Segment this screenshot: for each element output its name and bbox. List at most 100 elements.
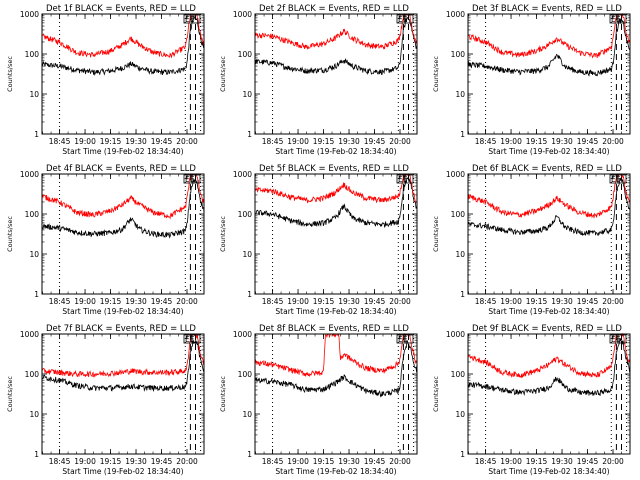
series-events-black [41,178,205,239]
series-lld-red [467,332,631,379]
panel-title: Det 2f BLACK = Events, RED = LLD [259,4,409,14]
panel-title: Det 3f BLACK = Events, RED = LLD [472,4,622,14]
x-axis-label: Start Time (19-Feb-02 18:34:40) [488,467,609,476]
x-tick-label: 19:30 [125,137,147,146]
x-tick-label: 18:45 [262,457,284,466]
series-events-black [41,339,205,393]
y-axis-label: Counts/sec [219,376,227,412]
annotation-label: EE [398,175,408,184]
x-tick-label: 19:30 [338,457,360,466]
x-tick-label: 19:30 [551,457,573,466]
x-tick-label: 20:00 [602,297,624,306]
annotation-box [404,174,414,184]
y-tick-label: 10 [29,90,39,99]
x-tick-label: 19:15 [313,457,335,466]
x-tick-label: 19:15 [100,137,122,146]
x-tick-label: 18:45 [262,297,284,306]
y-tick-label: 10 [455,90,465,99]
plot-frame [41,13,205,135]
plot-frame [41,173,205,295]
x-tick-label: 18:45 [475,457,497,466]
x-tick-label: 19:45 [577,137,599,146]
y-tick-label: 1 [460,290,465,299]
y-tick-label: 10 [29,250,39,259]
y-tick-label: 10 [242,250,252,259]
series-lld-red [41,173,205,220]
x-axis-label: Start Time (19-Feb-02 18:34:40) [488,147,609,156]
x-tick-label: 18:45 [49,297,71,306]
annotation-label: EE [398,335,408,344]
y-tick-label: 100 [238,370,253,379]
series-lld-red [254,173,418,204]
plot-frame [467,13,631,135]
x-tick-label: 19:15 [526,297,548,306]
x-tick-label: 19:45 [364,137,386,146]
series-events-black [41,15,205,76]
annotation-box [404,14,414,24]
x-tick-label: 19:00 [74,297,96,306]
x-tick-label: 19:00 [287,457,309,466]
x-axis-label: Start Time (19-Feb-02 18:34:40) [275,307,396,316]
y-tick-label: 100 [238,50,253,59]
y-axis-label: Counts/sec [432,56,440,92]
series-events-black [254,17,418,76]
x-tick-label: 18:45 [475,137,497,146]
panel-title: Det 6f BLACK = Events, RED = LLD [472,164,622,174]
y-tick-label: 100 [451,370,466,379]
y-tick-label: 100 [25,50,40,59]
y-tick-label: 100 [451,210,466,219]
x-tick-label: 19:30 [125,457,147,466]
y-axis-label: Counts/sec [432,216,440,252]
x-tick-label: 18:45 [49,137,71,146]
y-tick-label: 100 [25,210,40,219]
x-tick-label: 20:00 [176,297,198,306]
y-tick-label: 100 [451,50,466,59]
y-tick-label: 1 [247,130,252,139]
x-tick-label: 20:00 [176,457,198,466]
y-tick-label: 1 [34,290,39,299]
x-tick-label: 19:15 [100,457,122,466]
x-tick-label: 20:00 [602,137,624,146]
annotation-label: EE [398,15,408,24]
y-tick-label: 1 [247,450,252,459]
y-tick-label: 1000 [20,10,39,19]
y-tick-label: 100 [238,210,253,219]
x-tick-label: 19:15 [100,297,122,306]
x-tick-label: 18:45 [262,137,284,146]
x-tick-label: 19:45 [364,297,386,306]
plot-frame [254,173,418,295]
y-tick-label: 10 [29,410,39,419]
y-tick-label: 1000 [20,170,39,179]
x-tick-label: 19:15 [313,137,335,146]
x-tick-label: 19:30 [338,137,360,146]
y-tick-label: 1000 [446,170,465,179]
annotation-box [617,334,627,344]
y-axis-label: Counts/sec [6,216,14,252]
y-tick-label: 1000 [233,10,252,19]
panel-9: Det 9f BLACK = Events, RED = LLD Counts/s… [432,324,631,476]
x-tick-label: 19:15 [526,457,548,466]
x-tick-label: 19:45 [577,457,599,466]
y-tick-label: 1 [247,290,252,299]
panel-title: Det 7f BLACK = Events, RED = LLD [46,324,196,334]
x-tick-label: 20:00 [389,297,411,306]
annotation-label: EE [185,15,195,24]
x-axis-label: Start Time (19-Feb-02 18:34:40) [275,467,396,476]
series-lld-red [467,173,631,219]
series-events-black [467,17,631,77]
x-axis-label: Start Time (19-Feb-02 18:34:40) [62,467,183,476]
x-axis-label: Start Time (19-Feb-02 18:34:40) [275,147,396,156]
series-events-black [254,176,418,228]
annotation-label: EE [611,175,621,184]
annotation-box [191,14,201,24]
x-tick-label: 19:30 [338,297,360,306]
x-tick-label: 19:00 [287,137,309,146]
x-tick-label: 19:45 [364,457,386,466]
y-tick-label: 1 [460,130,465,139]
y-tick-label: 10 [455,250,465,259]
panel-title: Det 1f BLACK = Events, RED = LLD [46,4,196,14]
x-axis-label: Start Time (19-Feb-02 18:34:40) [488,307,609,316]
series-lld-red [41,13,205,59]
x-tick-label: 19:45 [151,137,173,146]
